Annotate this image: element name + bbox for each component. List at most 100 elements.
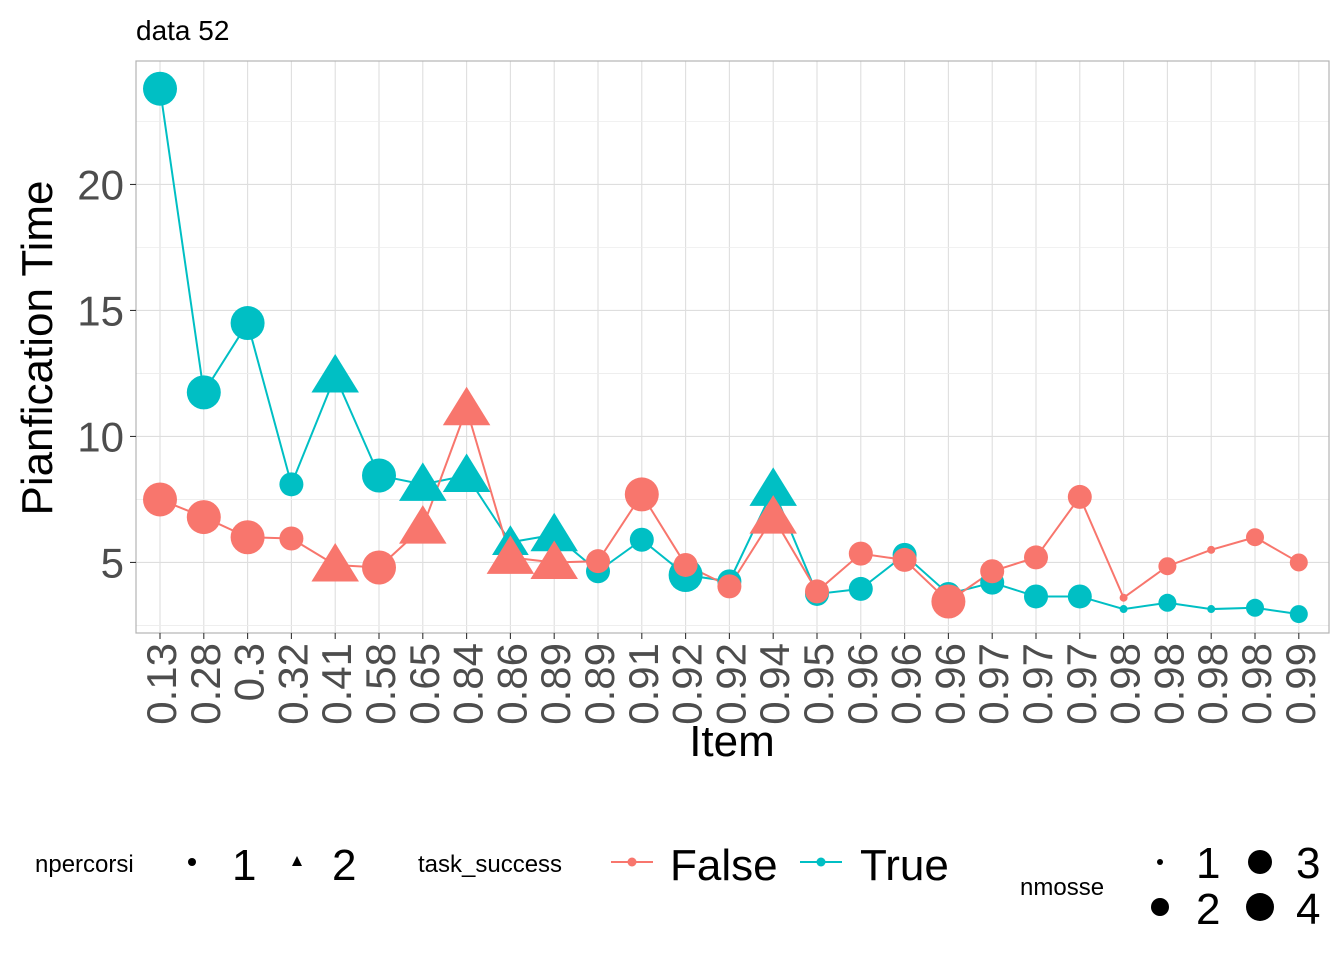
point-false-circle <box>279 526 304 551</box>
point-true-triangle <box>311 353 359 393</box>
point-false-circle <box>1119 593 1128 602</box>
legend-nmosse: nmosse 1 3 2 4 <box>1020 839 1320 934</box>
legend-size-2-key <box>1151 898 1169 916</box>
plot-border <box>135 60 1330 634</box>
point-false-circle <box>980 559 1005 584</box>
legend-circle-key <box>188 858 196 866</box>
point-false-triangle <box>442 386 491 426</box>
legend-triangle-key <box>292 856 302 866</box>
point-false-triangle <box>399 505 447 544</box>
legend-nmosse-label-2: 2 <box>1196 885 1220 934</box>
y-tick-label: 5 <box>101 539 124 586</box>
point-false-circle <box>805 579 829 604</box>
point-true-triangle <box>530 512 578 552</box>
x-tick-label: 0.13 <box>138 643 185 725</box>
point-false-circle <box>717 574 742 599</box>
point-false-circle <box>931 584 966 619</box>
point-false-circle <box>186 500 221 535</box>
legend-npercorsi-label-1: 1 <box>232 841 256 890</box>
point-false-triangle <box>311 542 359 582</box>
legend-nmosse-label-3: 3 <box>1296 839 1320 888</box>
point-true-triangle <box>442 453 491 493</box>
x-tick-label: 0.41 <box>313 643 360 725</box>
x-tick-label: 0.98 <box>1189 643 1236 725</box>
x-tick-label: 0.95 <box>795 643 842 725</box>
point-false-circle <box>230 520 265 555</box>
x-tick-label: 0.58 <box>357 643 404 725</box>
x-tick-label: 0.86 <box>488 643 535 725</box>
x-tick-label: 0.98 <box>1102 643 1149 725</box>
x-axis-label: Item <box>689 717 775 766</box>
y-tick-label: 20 <box>77 161 124 208</box>
point-true-triangle <box>399 462 447 501</box>
point-false-circle <box>892 547 917 572</box>
point-true-circle <box>1289 605 1308 624</box>
point-false-circle <box>1289 553 1308 572</box>
y-tick-label: 15 <box>77 287 124 334</box>
x-tick-label: 0.96 <box>839 643 886 725</box>
point-false-circle <box>848 541 873 566</box>
point-false-circle <box>1207 545 1216 554</box>
legend-size-1-key <box>1157 859 1163 865</box>
x-tick-label: 0.99 <box>1277 643 1324 725</box>
legend-npercorsi-title: npercorsi <box>35 851 134 878</box>
point-false-circle <box>586 549 610 574</box>
point-true-circle <box>279 472 304 497</box>
plot-background <box>136 61 1329 633</box>
legend-task-success-title: task_success <box>418 851 562 878</box>
point-false-circle <box>624 477 659 512</box>
x-tick-label: 0.97 <box>1014 643 1061 725</box>
legend-npercorsi: npercorsi 1 2 <box>35 841 356 890</box>
legend-nmosse-title: nmosse <box>1020 874 1104 901</box>
point-false-circle <box>1246 528 1264 547</box>
x-tick-label: 0.32 <box>269 643 316 725</box>
x-axis: 0.130.280.30.320.410.580.650.840.860.890… <box>138 633 1324 725</box>
legend: npercorsi 1 2 task_success False True nm… <box>35 839 1320 934</box>
point-true-circle <box>143 71 177 106</box>
legend-npercorsi-label-2: 2 <box>332 841 356 890</box>
y-axis-label: Pianfication Time <box>13 180 62 515</box>
x-tick-label: 0.98 <box>1145 643 1192 725</box>
point-false-triangle <box>486 535 535 574</box>
point-true-circle <box>1246 598 1264 617</box>
x-tick-label: 0.92 <box>664 643 711 725</box>
point-true-circle <box>230 306 265 341</box>
point-true-circle <box>848 576 873 601</box>
x-tick-label: 0.94 <box>751 643 798 725</box>
x-tick-label: 0.97 <box>1058 643 1105 725</box>
point-true-circle <box>1158 593 1177 612</box>
legend-size-4-key <box>1246 893 1274 921</box>
point-true-circle <box>1207 605 1216 614</box>
legend-nmosse-label-1: 1 <box>1196 839 1220 888</box>
point-false-triangle <box>749 495 797 534</box>
legend-task-success: task_success False True <box>418 841 949 890</box>
point-true-circle <box>362 458 396 493</box>
point-false-circle <box>1067 484 1092 509</box>
x-tick-label: 0.92 <box>707 643 754 725</box>
chart-title: data 52 <box>136 15 229 46</box>
x-tick-label: 0.97 <box>970 643 1017 725</box>
grid-lines <box>136 61 1329 633</box>
x-tick-label: 0.98 <box>1233 643 1280 725</box>
data-points <box>143 71 1308 624</box>
legend-false-label: False <box>670 841 778 890</box>
point-false-circle <box>362 550 396 585</box>
point-true-circle <box>1119 605 1128 614</box>
point-true-circle <box>1067 584 1092 609</box>
y-tick-label: 10 <box>77 413 124 460</box>
legend-size-3-key <box>1248 850 1272 874</box>
point-false-circle <box>143 482 177 517</box>
x-tick-label: 0.28 <box>182 643 229 725</box>
y-axis: 5 10 15 20 <box>77 161 136 586</box>
point-true-triangle <box>749 467 797 506</box>
legend-true-label: True <box>860 841 949 890</box>
legend-nmosse-label-4: 4 <box>1296 885 1320 934</box>
plot-panel <box>135 60 1330 634</box>
x-tick-label: 0.89 <box>532 643 579 725</box>
x-tick-label: 0.96 <box>926 643 973 725</box>
point-false-circle <box>1158 557 1177 576</box>
x-tick-label: 0.91 <box>620 643 667 725</box>
legend-true-point <box>816 857 826 867</box>
point-false-circle <box>1024 545 1048 570</box>
